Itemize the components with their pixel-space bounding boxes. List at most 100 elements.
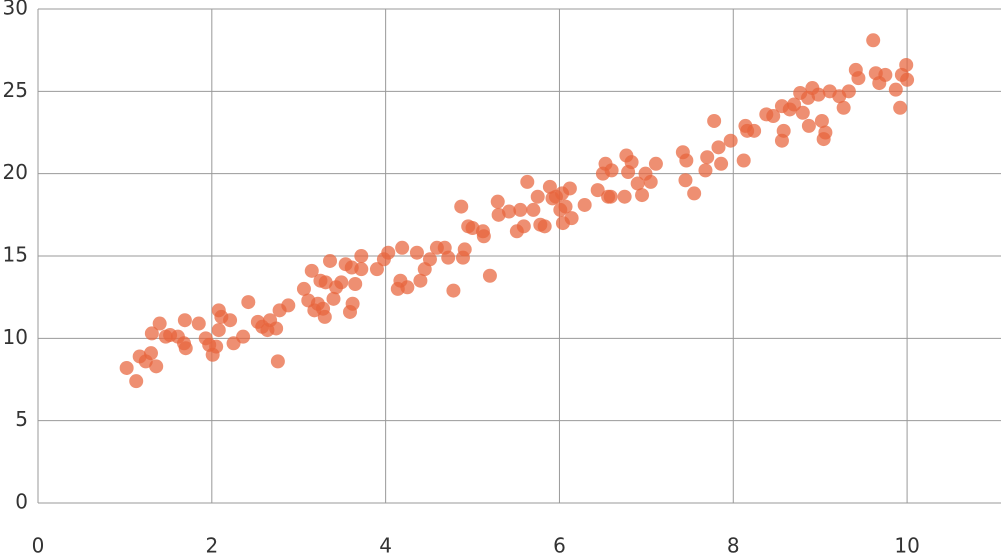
point xyxy=(603,189,618,204)
point xyxy=(888,82,903,97)
point xyxy=(836,100,851,115)
point xyxy=(326,291,341,306)
point xyxy=(899,57,914,72)
point xyxy=(144,326,159,341)
point xyxy=(866,33,881,48)
point xyxy=(878,67,893,82)
point xyxy=(152,316,167,331)
point xyxy=(698,163,713,178)
point xyxy=(143,346,158,361)
point xyxy=(851,71,866,86)
point xyxy=(490,194,505,209)
x-tick-label: 2 xyxy=(205,534,218,558)
point xyxy=(679,153,694,168)
point xyxy=(409,245,424,260)
y-tick-label: 25 xyxy=(3,78,28,102)
point xyxy=(177,313,192,328)
point xyxy=(270,354,285,369)
point xyxy=(590,183,605,198)
point xyxy=(129,374,144,389)
point xyxy=(604,163,619,178)
point xyxy=(648,156,663,171)
point xyxy=(700,150,715,165)
point xyxy=(900,72,915,87)
point xyxy=(281,298,296,313)
point xyxy=(811,87,826,102)
point xyxy=(354,262,369,277)
point xyxy=(413,273,428,288)
point xyxy=(643,174,658,189)
point xyxy=(354,249,369,263)
point xyxy=(236,329,251,344)
point xyxy=(191,316,206,331)
point xyxy=(707,113,722,128)
point xyxy=(766,109,781,124)
point xyxy=(526,202,541,217)
point xyxy=(296,281,311,296)
point xyxy=(635,188,650,203)
point xyxy=(893,100,908,115)
point xyxy=(395,240,410,255)
point xyxy=(400,280,415,295)
point xyxy=(369,262,384,277)
point xyxy=(211,323,226,338)
point xyxy=(537,219,552,234)
y-tick-label: 20 xyxy=(3,160,28,184)
y-tick-label: 10 xyxy=(3,325,28,349)
point xyxy=(711,140,726,155)
point xyxy=(317,309,332,324)
point xyxy=(454,199,469,214)
point xyxy=(617,189,632,204)
point xyxy=(516,219,531,234)
y-tick-label: 15 xyxy=(3,243,28,267)
point xyxy=(334,275,349,290)
point xyxy=(345,296,360,311)
point xyxy=(520,174,535,189)
point xyxy=(841,84,856,99)
point xyxy=(723,133,738,148)
point xyxy=(323,253,338,268)
point xyxy=(149,359,164,374)
point xyxy=(178,341,193,356)
point xyxy=(223,313,238,328)
point xyxy=(687,186,702,201)
point xyxy=(318,275,333,290)
point xyxy=(502,204,517,219)
x-tick-label: 8 xyxy=(727,534,740,558)
point xyxy=(304,263,319,278)
point xyxy=(476,229,491,244)
point xyxy=(747,123,762,138)
y-tick-label: 30 xyxy=(3,0,28,20)
point xyxy=(630,176,645,191)
y-tick-label: 0 xyxy=(15,490,28,514)
point xyxy=(624,155,639,170)
point xyxy=(348,276,363,291)
y-tick-label: 5 xyxy=(15,407,28,431)
point xyxy=(787,97,802,112)
point xyxy=(441,250,456,265)
point xyxy=(795,105,810,120)
point xyxy=(209,339,224,354)
point xyxy=(422,252,437,267)
point xyxy=(564,211,579,226)
point xyxy=(736,153,751,168)
point xyxy=(818,125,833,140)
point xyxy=(269,321,284,336)
point xyxy=(482,268,497,283)
x-tick-label: 10 xyxy=(894,534,919,558)
point xyxy=(457,242,472,257)
point xyxy=(714,156,729,171)
x-tick-label: 4 xyxy=(379,534,392,558)
point xyxy=(381,245,396,260)
point xyxy=(577,197,592,212)
point xyxy=(241,295,256,310)
point xyxy=(530,189,545,204)
point xyxy=(558,199,573,214)
point xyxy=(446,283,461,298)
point xyxy=(814,113,829,128)
point xyxy=(801,118,816,133)
point xyxy=(562,181,577,196)
point xyxy=(119,360,134,375)
point xyxy=(776,123,791,138)
